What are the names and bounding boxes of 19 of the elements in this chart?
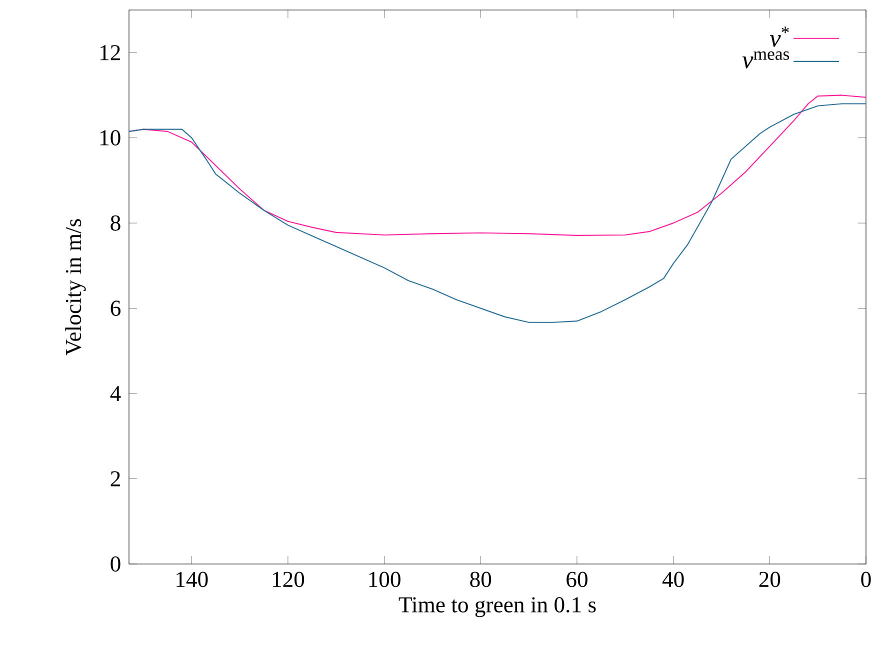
y-tick-label: 2 [110,471,120,486]
y-tick-label: 10 [100,130,120,146]
y-axis-title: Velocity in m/s [65,219,86,356]
legend-label: v$^{*}$ [770,26,789,47]
x-tick-label: 120 [272,572,304,588]
y-tick-label: 8 [110,215,120,231]
y-tick-label: 4 [110,386,121,401]
x-tick-label: 100 [369,572,400,588]
x-tick-label: 80 [470,572,492,588]
y-tick-label: 0 [110,556,120,572]
x-tick-label: 60 [566,572,588,588]
legend-label: v$^{meas}$ [742,51,790,68]
x-tick-label: 0 [861,572,871,588]
x-tick-label: 20 [759,572,780,588]
x-tick-label: 140 [176,572,208,588]
x-tick-label: 40 [662,572,684,588]
y-tick-label: 6 [110,300,120,316]
y-tick-label: 12 [100,45,120,60]
x-axis-title: Time to green in 0.1 s [398,597,596,618]
